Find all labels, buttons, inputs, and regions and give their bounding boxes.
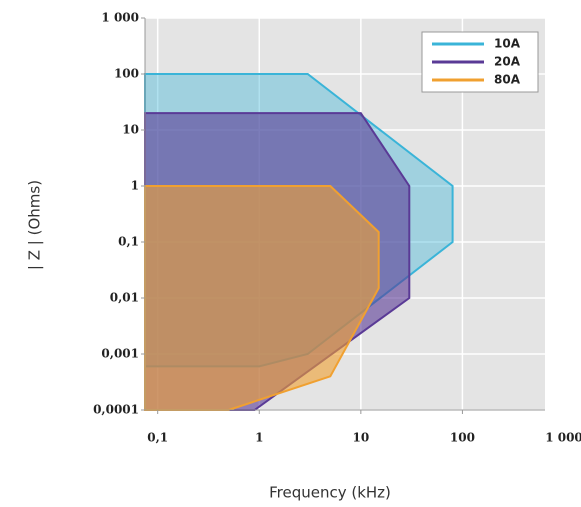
y-tick-label: 1 000 (101, 11, 139, 25)
legend-label: 80A (494, 73, 521, 87)
x-axis-title: Frequency (kHz) (269, 484, 391, 502)
x-tick-label: 0,1 (147, 431, 168, 445)
x-tick-label: 1 (255, 431, 263, 445)
y-tick-label: 0,001 (101, 347, 139, 361)
y-tick-label: 10 (122, 123, 139, 137)
x-tick-label: 10 (352, 431, 369, 445)
x-tick-label: 1 000 (545, 431, 581, 445)
legend-label: 20A (494, 55, 521, 69)
y-tick-label: 0,01 (110, 291, 139, 305)
y-axis-title: | Z | (Ohms) (26, 180, 44, 270)
x-tick-label: 100 (450, 431, 475, 445)
y-tick-label: 0,1 (118, 235, 139, 249)
legend-label: 10A (494, 37, 521, 51)
y-tick-label: 1 (131, 179, 139, 193)
y-tick-label: 100 (114, 67, 139, 81)
y-tick-label: 0,0001 (93, 403, 139, 417)
